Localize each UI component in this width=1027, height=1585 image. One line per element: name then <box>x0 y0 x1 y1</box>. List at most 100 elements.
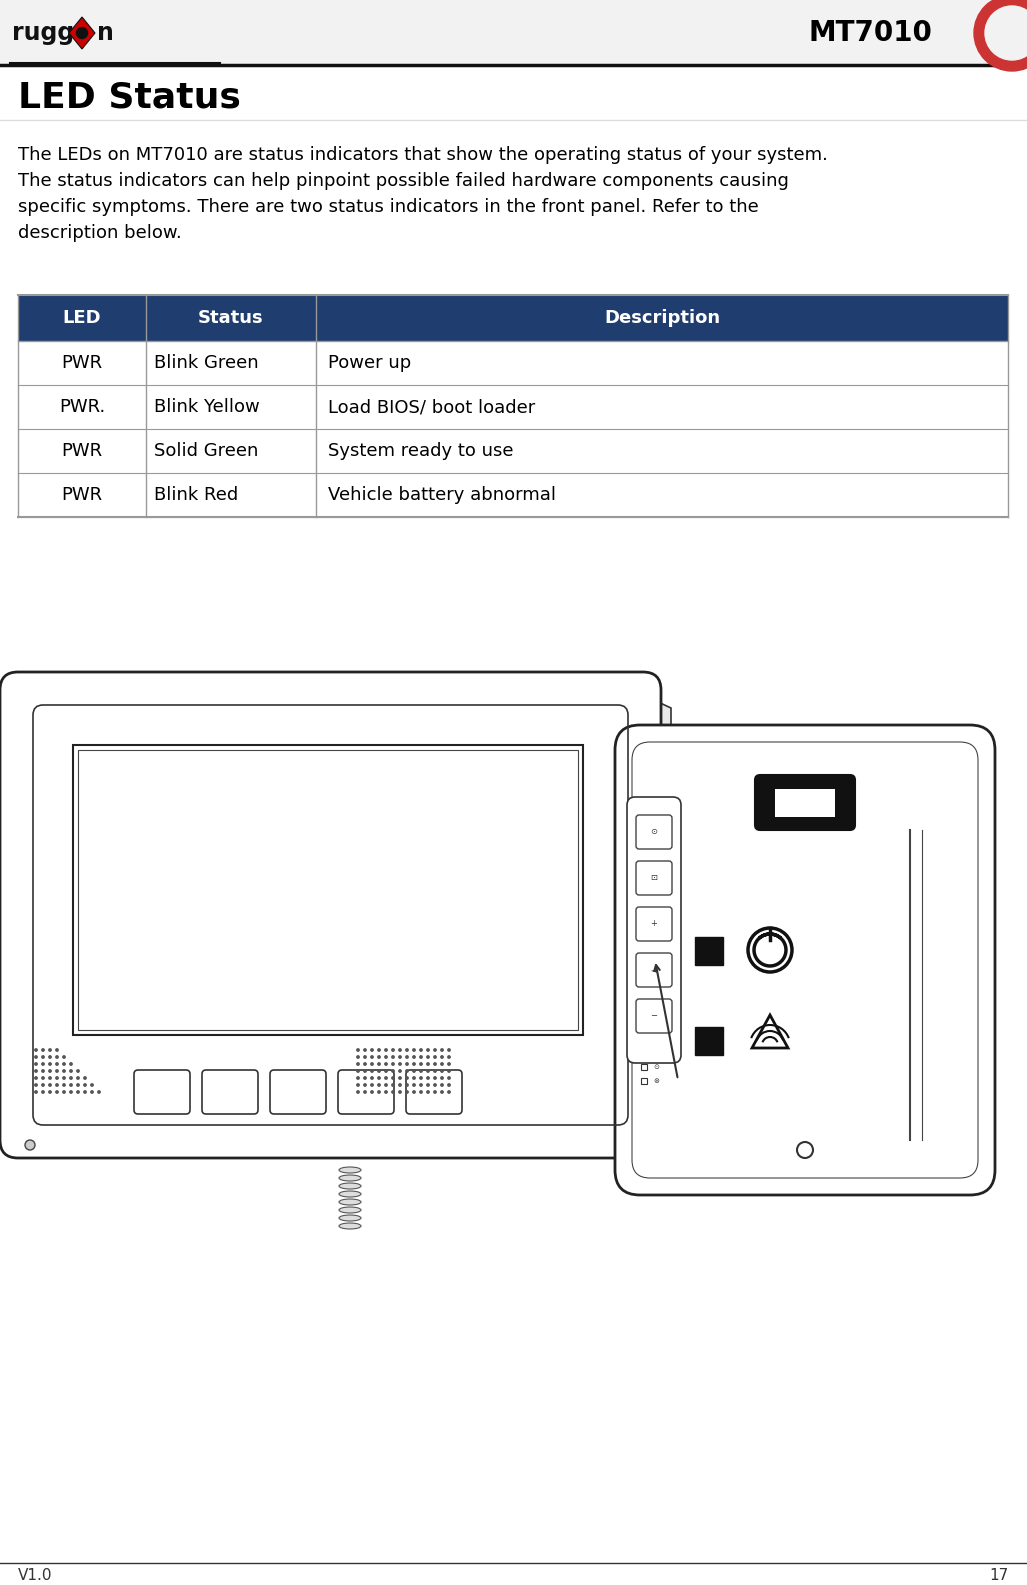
Circle shape <box>55 1056 59 1059</box>
Circle shape <box>398 1076 402 1079</box>
Circle shape <box>364 1056 367 1059</box>
Text: The status indicators can help pinpoint possible failed hardware components caus: The status indicators can help pinpoint … <box>18 173 789 190</box>
Circle shape <box>378 1090 380 1094</box>
Bar <box>775 789 835 816</box>
Text: +: + <box>650 919 657 929</box>
Text: description below.: description below. <box>18 223 182 243</box>
Circle shape <box>364 1049 367 1051</box>
Circle shape <box>35 1064 37 1065</box>
Circle shape <box>70 1064 72 1065</box>
FancyBboxPatch shape <box>406 1070 462 1114</box>
Circle shape <box>433 1084 436 1086</box>
Ellipse shape <box>339 1224 362 1228</box>
Text: Power up: Power up <box>328 353 411 372</box>
Text: Load BIOS/ boot loader: Load BIOS/ boot loader <box>328 398 535 415</box>
Circle shape <box>427 1076 429 1079</box>
Circle shape <box>406 1090 408 1094</box>
Circle shape <box>364 1070 367 1071</box>
Circle shape <box>406 1070 408 1071</box>
Circle shape <box>433 1070 436 1071</box>
Circle shape <box>398 1084 402 1086</box>
Circle shape <box>77 1084 79 1086</box>
Circle shape <box>406 1056 408 1059</box>
Circle shape <box>385 1090 387 1094</box>
Circle shape <box>413 1070 415 1071</box>
FancyBboxPatch shape <box>755 775 855 831</box>
Circle shape <box>84 1090 86 1094</box>
Circle shape <box>378 1049 380 1051</box>
Ellipse shape <box>339 1198 362 1205</box>
Circle shape <box>413 1056 415 1059</box>
Circle shape <box>55 1084 59 1086</box>
Circle shape <box>49 1064 51 1065</box>
Bar <box>18 430 1007 472</box>
Polygon shape <box>69 17 96 49</box>
Circle shape <box>391 1090 394 1094</box>
Circle shape <box>371 1076 373 1079</box>
Circle shape <box>406 1076 408 1079</box>
Text: ⊙: ⊙ <box>650 827 657 837</box>
Text: Blink Yellow: Blink Yellow <box>154 398 260 415</box>
Circle shape <box>420 1084 422 1086</box>
Text: Status: Status <box>198 309 264 327</box>
Circle shape <box>35 1084 37 1086</box>
Circle shape <box>433 1090 436 1094</box>
FancyBboxPatch shape <box>636 999 672 1033</box>
Text: The LEDs on MT7010 are status indicators that show the operating status of your : The LEDs on MT7010 are status indicators… <box>18 146 828 163</box>
Text: V1.0: V1.0 <box>18 1568 52 1582</box>
Circle shape <box>433 1056 436 1059</box>
Circle shape <box>356 1076 359 1079</box>
Circle shape <box>391 1084 394 1086</box>
Text: specific symptoms. There are two status indicators in the front panel. Refer to : specific symptoms. There are two status … <box>18 198 759 216</box>
Circle shape <box>985 6 1027 60</box>
Circle shape <box>433 1064 436 1065</box>
Circle shape <box>35 1056 37 1059</box>
Circle shape <box>356 1070 359 1071</box>
Ellipse shape <box>339 1190 362 1197</box>
Circle shape <box>356 1064 359 1065</box>
Circle shape <box>371 1056 373 1059</box>
Circle shape <box>398 1064 402 1065</box>
Text: Solid Green: Solid Green <box>154 442 259 460</box>
Circle shape <box>420 1076 422 1079</box>
Circle shape <box>406 1049 408 1051</box>
Circle shape <box>42 1084 44 1086</box>
Bar <box>78 750 578 1030</box>
Bar <box>73 745 583 1035</box>
Circle shape <box>398 1090 402 1094</box>
Circle shape <box>391 1070 394 1071</box>
FancyBboxPatch shape <box>636 861 672 896</box>
Text: LED Status: LED Status <box>18 81 241 116</box>
FancyBboxPatch shape <box>615 724 995 1195</box>
Circle shape <box>427 1090 429 1094</box>
Circle shape <box>427 1064 429 1065</box>
Circle shape <box>378 1084 380 1086</box>
Circle shape <box>35 1049 37 1051</box>
Circle shape <box>371 1090 373 1094</box>
Circle shape <box>441 1070 444 1071</box>
FancyBboxPatch shape <box>636 907 672 941</box>
Circle shape <box>441 1090 444 1094</box>
Circle shape <box>356 1049 359 1051</box>
Circle shape <box>371 1064 373 1065</box>
Circle shape <box>42 1070 44 1071</box>
Circle shape <box>25 1140 35 1151</box>
Circle shape <box>63 1056 65 1059</box>
Text: PWR.: PWR. <box>59 398 105 415</box>
Circle shape <box>378 1064 380 1065</box>
Circle shape <box>356 1056 359 1059</box>
Circle shape <box>70 1076 72 1079</box>
Circle shape <box>63 1084 65 1086</box>
Circle shape <box>84 1076 86 1079</box>
Circle shape <box>406 1064 408 1065</box>
Circle shape <box>385 1056 387 1059</box>
Circle shape <box>55 1049 59 1051</box>
Circle shape <box>427 1056 429 1059</box>
Circle shape <box>63 1064 65 1065</box>
Circle shape <box>70 1090 72 1094</box>
Circle shape <box>77 1090 79 1094</box>
Circle shape <box>42 1049 44 1051</box>
Text: MT7010: MT7010 <box>808 19 931 48</box>
Circle shape <box>441 1056 444 1059</box>
Text: ⊛: ⊛ <box>653 1078 659 1084</box>
